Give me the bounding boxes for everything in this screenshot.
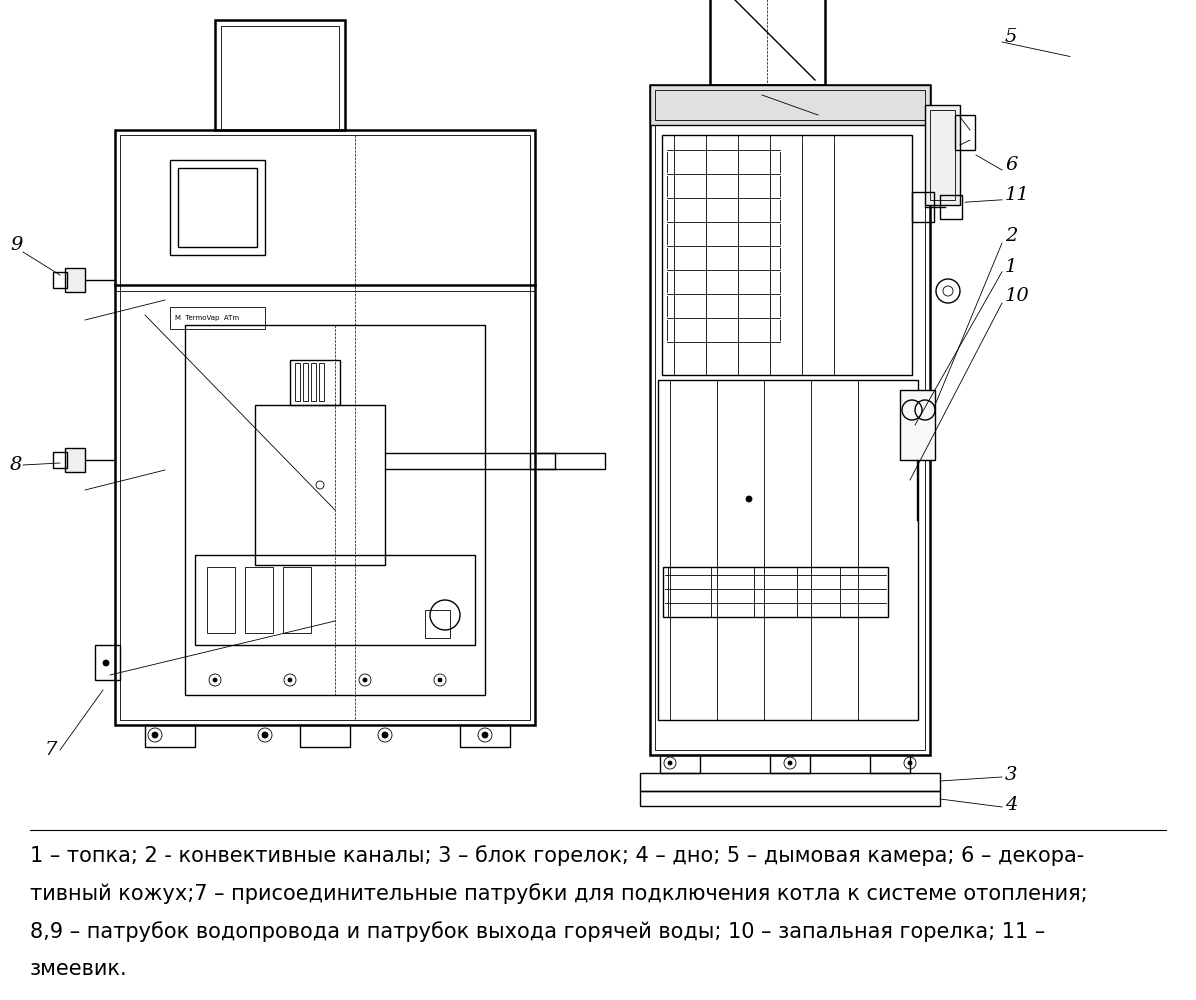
Text: змеевик.: змеевик. [30,959,128,979]
Circle shape [262,732,268,738]
Text: 3: 3 [1005,766,1018,784]
Text: 10: 10 [1005,287,1030,305]
Bar [930,110,954,200]
Text: 6: 6 [1005,156,1018,174]
Bar [901,390,935,460]
Text: 4: 4 [1005,796,1018,814]
Circle shape [152,732,158,738]
Text: 8: 8 [10,456,23,474]
Circle shape [364,678,367,682]
Bar [145,725,195,747]
Bar [53,452,67,468]
Bar [53,272,67,288]
Circle shape [288,678,292,682]
Bar [658,380,919,720]
Bar [289,360,340,405]
Bar [710,0,825,85]
Text: тивный кожух;7 – присоединительные патрубки для подключения котла к системе отоп: тивный кожух;7 – присоединительные патру… [30,883,1087,904]
Text: 5: 5 [1005,28,1018,46]
Text: 1: 1 [1005,258,1018,276]
Bar [300,725,350,747]
Bar [319,363,324,401]
Circle shape [482,732,488,738]
Bar [460,725,509,747]
Bar [425,610,450,638]
Bar [221,26,338,130]
Text: 7: 7 [45,741,57,759]
Circle shape [788,761,792,765]
Bar [245,567,273,633]
Text: 1 – топка; 2 - конвективные каналы; 3 – блок горелок; 4 – дно; 5 – дымовая камер: 1 – топка; 2 - конвективные каналы; 3 – … [30,845,1085,866]
Bar [925,105,960,205]
Bar [649,85,930,755]
Bar [655,90,925,120]
Circle shape [103,660,109,666]
Bar [663,135,913,375]
Bar [640,773,940,791]
Bar [115,130,535,725]
Bar [65,268,85,292]
Text: 11: 11 [1005,186,1030,204]
Bar [215,20,344,130]
Bar [94,645,120,680]
Bar [913,192,934,222]
Circle shape [382,732,388,738]
Bar [869,755,910,773]
Bar [954,115,975,150]
Bar [185,325,486,695]
Bar [660,755,700,773]
Text: 9: 9 [10,236,23,254]
Bar [283,567,311,633]
Bar [311,363,316,401]
Bar [940,195,962,219]
Bar [295,363,300,401]
Bar [120,135,530,720]
Bar [255,405,385,565]
Bar [649,85,930,125]
Bar [195,555,475,645]
Circle shape [669,761,672,765]
Bar [640,791,940,806]
Bar [207,567,234,633]
Circle shape [213,678,216,682]
Bar [530,453,605,469]
Bar [170,307,266,329]
Bar [178,168,257,247]
Text: M  TermoVap  ATm: M TermoVap ATm [175,315,239,321]
Circle shape [438,678,443,682]
Bar [655,90,925,750]
Circle shape [908,761,913,765]
Bar [170,160,266,255]
Bar [770,755,810,773]
Text: 8,9 – патрубок водопровода и патрубок выхода горячей воды; 10 – запальная горелк: 8,9 – патрубок водопровода и патрубок вы… [30,921,1045,942]
Bar [303,363,309,401]
Bar [663,567,887,617]
Text: 2: 2 [1005,227,1018,245]
Bar [65,448,85,472]
Circle shape [746,496,752,502]
